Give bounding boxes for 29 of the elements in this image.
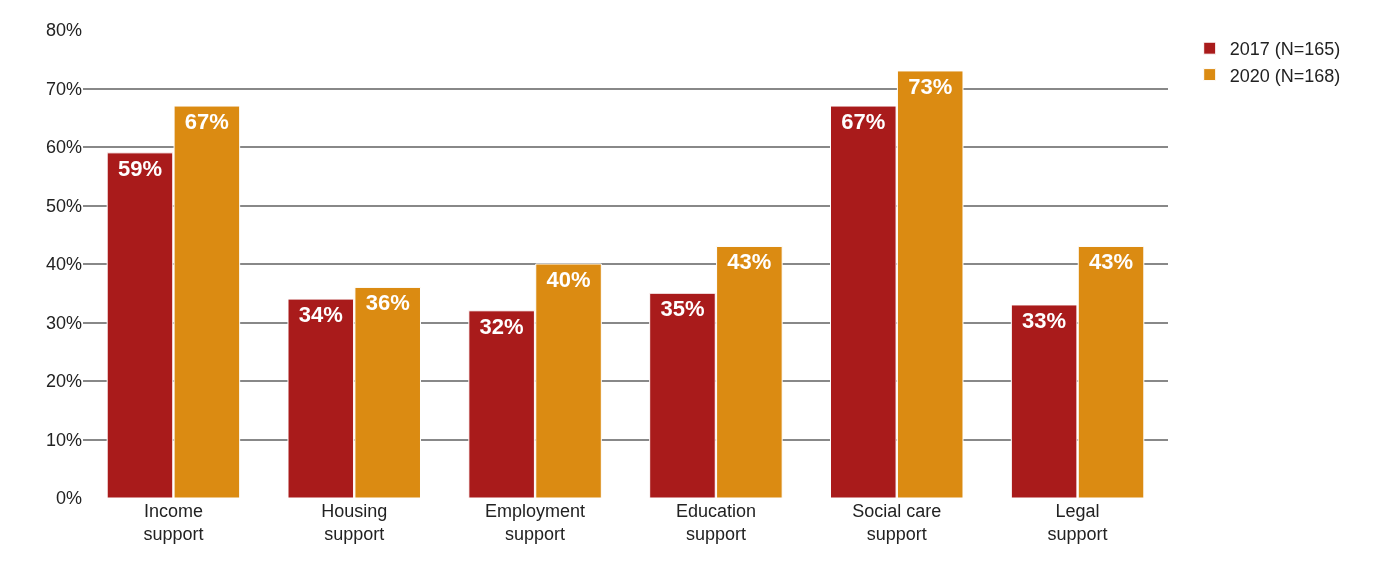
- data-label: 40%: [546, 267, 591, 292]
- x-tick-label: Housing support: [321, 501, 388, 545]
- data-label: 36%: [365, 290, 410, 316]
- data-label: 32%: [479, 313, 524, 339]
- y-tick-label: 50%: [45, 195, 82, 216]
- x-tick-label: Employment support: [485, 501, 586, 545]
- y-tick-label: 20%: [45, 371, 82, 392]
- x-tick-label: Social care support: [852, 501, 942, 545]
- data-label: 33%: [1022, 307, 1067, 333]
- data-label: 67%: [184, 109, 229, 135]
- data-label: 35%: [660, 296, 705, 322]
- y-tick-label: 60%: [45, 137, 82, 158]
- y-tick-label: 0%: [55, 488, 82, 509]
- data-label: 73%: [908, 73, 953, 99]
- data-label: 43%: [727, 249, 772, 275]
- y-tick-label: 80%: [45, 20, 82, 41]
- data-label: 43%: [1089, 249, 1134, 275]
- x-tick-label: Income support: [143, 501, 204, 545]
- legend-label: 2017 (N=165): [1229, 39, 1341, 60]
- data-label: 34%: [298, 302, 343, 328]
- data-label: 67%: [841, 109, 886, 135]
- y-tick-label: 70%: [45, 78, 82, 99]
- y-tick-label: 10%: [45, 429, 82, 450]
- legend-label: 2020 (N=168): [1229, 65, 1341, 86]
- x-tick-label: Education support: [675, 501, 756, 545]
- y-tick-label: 40%: [45, 254, 82, 275]
- x-tick-label: Legal support: [1047, 501, 1108, 545]
- y-tick-label: 30%: [45, 312, 82, 333]
- data-label: 59%: [117, 155, 162, 181]
